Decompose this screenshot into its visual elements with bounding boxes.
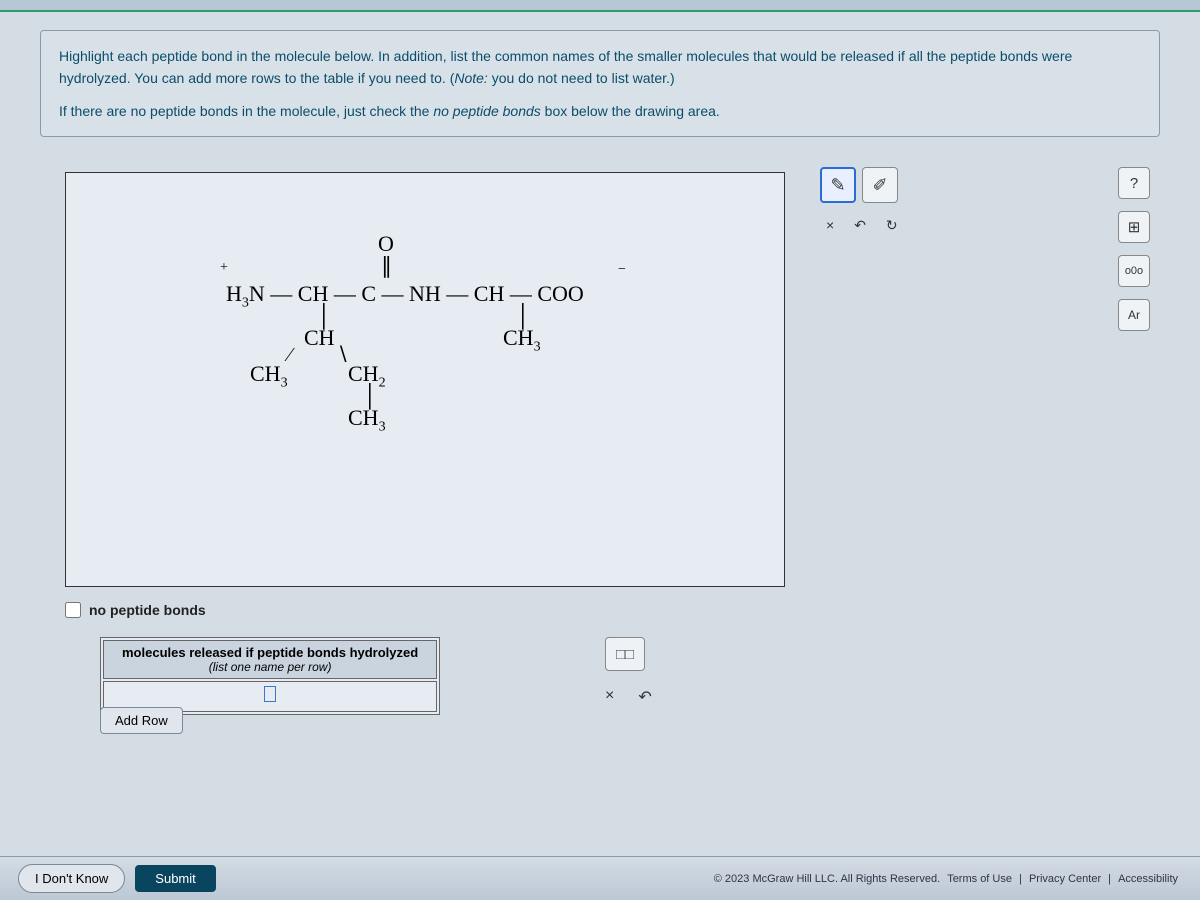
right-tool-column: ? ⊞ o0o Ar: [1118, 167, 1150, 331]
double-bond-icon: ∥: [381, 253, 392, 278]
draw-tool-group: ✎ ✐ × ↶ ↻: [820, 167, 904, 238]
q2-text-b: box below the drawing area.: [541, 103, 720, 119]
CH2-sub: 2: [379, 376, 386, 391]
help-button[interactable]: ?: [1118, 167, 1150, 199]
clear-tool[interactable]: ×: [826, 217, 834, 234]
table-icon: ⊞: [1128, 218, 1141, 236]
pencil-tool[interactable]: ✎: [820, 167, 856, 203]
footer-bar: I Don't Know Submit © 2023 McGraw Hill L…: [0, 856, 1200, 900]
subscript-icon: □□: [616, 646, 634, 663]
pencil-icon: ✎: [830, 175, 845, 196]
eraser-tool[interactable]: ✐: [862, 167, 898, 203]
bb-H: H: [226, 281, 242, 306]
CH3l-sub: 3: [281, 376, 288, 391]
minus-charge: −: [618, 262, 626, 277]
i-dont-know-button[interactable]: I Don't Know: [18, 864, 125, 893]
CH3r-sub: 3: [534, 340, 541, 355]
no-peptide-checkbox[interactable]: [65, 602, 81, 618]
q2-italic: no peptide bonds: [433, 103, 540, 119]
CH3l-txt: CH: [250, 361, 281, 386]
bond-slash: ∕: [288, 344, 291, 366]
stats-button[interactable]: o0o: [1118, 255, 1150, 287]
CH3r-txt: CH: [503, 325, 534, 350]
no-peptide-checkbox-row: no peptide bonds: [65, 602, 206, 618]
eraser-icon: ✐: [872, 175, 887, 196]
ar-icon: Ar: [1128, 308, 1140, 322]
table-header-sub: (list one name per row): [122, 660, 418, 674]
ar-button[interactable]: Ar: [1118, 299, 1150, 331]
bb-sub3: 3: [242, 296, 249, 311]
cell-input-placeholder-icon: [264, 686, 276, 702]
subscript-button[interactable]: □□: [605, 637, 645, 671]
question-panel: Highlight each peptide bond in the molec…: [40, 30, 1160, 137]
privacy-link[interactable]: Privacy Center: [1029, 873, 1101, 885]
CH-atom: CH: [304, 325, 335, 350]
CH3-left: CH3: [250, 361, 288, 386]
molecule-drawing-canvas[interactable]: + O ∥ − H3N — CH — C — NH — CH — COO │ │: [65, 172, 785, 587]
bars-icon: o0o: [1125, 265, 1143, 277]
top-accent-bar: [0, 0, 1200, 12]
add-row-button[interactable]: Add Row: [100, 707, 183, 734]
molecules-table: molecules released if peptide bonds hydr…: [100, 637, 440, 715]
text-reset-button[interactable]: ↶: [638, 687, 651, 707]
q2-text-a: If there are no peptide bonds in the mol…: [59, 103, 433, 119]
CH3b-sub: 3: [379, 420, 386, 435]
work-area: + O ∥ − H3N — CH — C — NH — CH — COO │ │: [40, 147, 1160, 807]
bond-backslash: ∖: [336, 344, 349, 366]
plus-charge: +: [220, 260, 228, 275]
no-peptide-label: no peptide bonds: [89, 602, 206, 618]
redo-tool[interactable]: ↻: [886, 217, 898, 234]
q1-text-b: you do not need to list water.): [488, 70, 675, 86]
question-line-1: Highlight each peptide bond in the molec…: [59, 45, 1141, 90]
terms-link[interactable]: Terms of Use: [947, 873, 1012, 885]
table-header: molecules released if peptide bonds hydr…: [103, 640, 437, 679]
accessibility-link[interactable]: Accessibility: [1118, 873, 1178, 885]
help-icon: ?: [1130, 175, 1138, 192]
submit-button[interactable]: Submit: [135, 865, 215, 892]
bb-rest: N — CH — C — NH — CH — COO: [249, 281, 584, 306]
text-tool-group: □□ × ↶: [605, 637, 652, 707]
undo-tool[interactable]: ↶: [854, 217, 866, 234]
table-header-main: molecules released if peptide bonds hydr…: [122, 645, 418, 660]
question-line-2: If there are no peptide bonds in the mol…: [59, 100, 1141, 122]
copyright-text: © 2023 McGraw Hill LLC. All Rights Reser…: [714, 873, 940, 885]
CH3b-txt: CH: [348, 405, 379, 430]
text-tool-actions: × ↶: [605, 687, 652, 707]
CH3-right: CH3: [503, 325, 541, 350]
periodic-table-button[interactable]: ⊞: [1118, 211, 1150, 243]
q1-note: Note:: [454, 70, 487, 86]
molecule-structure: + O ∥ − H3N — CH — C — NH — CH — COO │ │: [226, 283, 584, 310]
footer-legal: © 2023 McGraw Hill LLC. All Rights Reser…: [714, 873, 1182, 885]
CH3-bottom: CH3: [348, 405, 386, 430]
text-clear-button[interactable]: ×: [605, 687, 614, 707]
